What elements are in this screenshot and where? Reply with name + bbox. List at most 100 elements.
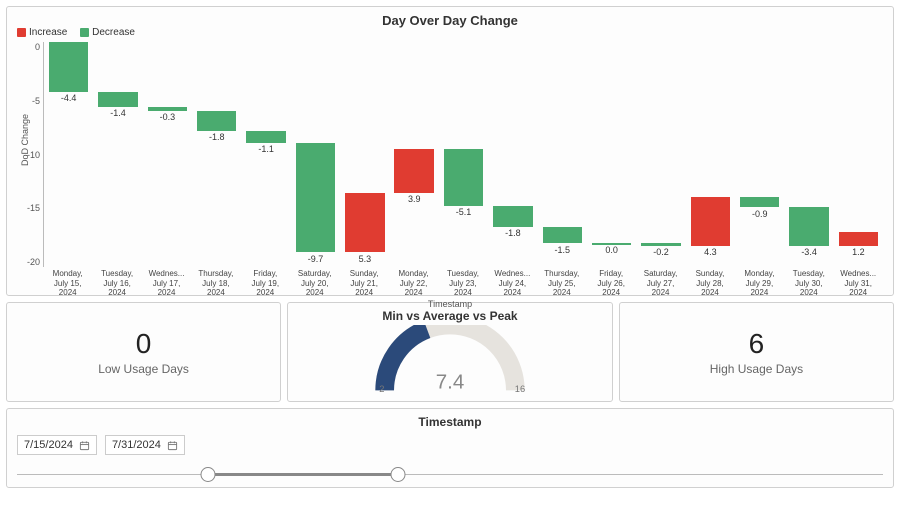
bar[interactable]: [197, 111, 236, 131]
high-usage-card: 6 High Usage Days: [619, 302, 894, 402]
gauge-avg-text: 7.4: [436, 370, 465, 393]
y-tick: -15: [27, 203, 40, 213]
bar[interactable]: [49, 42, 88, 92]
low-usage-value: 0: [136, 328, 152, 360]
x-tick: Monday,July 22,2024: [389, 267, 438, 298]
end-date-text: 7/31/2024: [112, 439, 161, 451]
bar-value-label: -1.4: [93, 108, 142, 118]
gauge-min-text: 2: [379, 384, 384, 394]
x-tick: Wednes...July 17,2024: [142, 267, 191, 298]
x-tick: Sunday,July 21,2024: [339, 267, 388, 298]
bar[interactable]: [543, 227, 582, 244]
legend-increase-swatch: [17, 28, 26, 37]
bar[interactable]: [641, 243, 680, 245]
bar[interactable]: [345, 193, 384, 253]
x-tick: Monday,July 29,2024: [735, 267, 784, 298]
gauge-fill: [385, 329, 427, 390]
x-axis: Monday,July 15,2024Tuesday,July 16,2024W…: [43, 267, 883, 298]
x-axis-label: Timestamp: [17, 299, 883, 309]
y-axis-label: DoD Change: [20, 113, 30, 165]
slider-handle-end[interactable]: [391, 467, 406, 482]
legend-decrease: Decrease: [80, 27, 135, 38]
bar-value-label: -1.8: [192, 132, 241, 142]
bar[interactable]: [444, 149, 483, 206]
bar[interactable]: [493, 206, 532, 226]
gauge-card: Min vs Average vs Peak 7.4 2 16: [287, 302, 613, 402]
end-date-input[interactable]: 7/31/2024: [105, 435, 185, 455]
bar-column: -4.4: [44, 42, 93, 267]
calendar-icon: [167, 440, 178, 451]
bar-column: -1.1: [241, 42, 290, 267]
waterfall-legend: Increase Decrease: [17, 27, 145, 40]
y-axis: DoD Change 0-5-10-15-20: [17, 42, 43, 267]
bar[interactable]: [98, 92, 137, 108]
bar-column: -1.8: [192, 42, 241, 267]
bar[interactable]: [789, 207, 828, 245]
bar-column: -9.7: [291, 42, 340, 267]
bar[interactable]: [839, 232, 878, 246]
bar-column: 5.3: [340, 42, 389, 267]
y-tick: -5: [32, 96, 40, 106]
bar-value-label: -1.1: [241, 144, 290, 154]
plot: -4.4-1.4-0.3-1.8-1.1-9.75.33.9-5.1-1.8-1…: [43, 42, 883, 267]
x-tick: Wednes...July 31,2024: [834, 267, 883, 298]
gauge-title: Min vs Average vs Peak: [382, 309, 517, 323]
x-tick: Tuesday,July 30,2024: [784, 267, 833, 298]
legend-increase-label: Increase: [29, 27, 67, 38]
bar-value-label: -0.9: [735, 209, 784, 219]
low-usage-card: 0 Low Usage Days: [6, 302, 281, 402]
bar[interactable]: [691, 197, 730, 245]
bar-column: -0.3: [143, 42, 192, 267]
calendar-icon: [79, 440, 90, 451]
bar-value-label: -3.4: [784, 247, 833, 257]
bar-column: -0.2: [636, 42, 685, 267]
y-tick: -20: [27, 257, 40, 267]
date-slider[interactable]: [17, 465, 883, 485]
date-inputs-row: 7/15/2024 7/31/2024: [17, 435, 883, 455]
bar[interactable]: [296, 143, 335, 252]
bar[interactable]: [394, 149, 433, 193]
legend-decrease-swatch: [80, 28, 89, 37]
bar-value-label: -1.8: [488, 228, 537, 238]
x-tick: Tuesday,July 16,2024: [92, 267, 141, 298]
bar[interactable]: [740, 197, 779, 207]
timestamp-title: Timestamp: [17, 415, 883, 429]
bar-value-label: -0.3: [143, 112, 192, 122]
bar-value-label: -5.1: [439, 207, 488, 217]
bar-value-label: 5.3: [340, 254, 389, 264]
legend-increase: Increase: [17, 27, 67, 38]
slider-track: [17, 474, 883, 475]
high-usage-value: 6: [749, 328, 765, 360]
x-tick: Monday,July 15,2024: [43, 267, 92, 298]
bar-value-label: -4.4: [44, 93, 93, 103]
bar-column: 3.9: [390, 42, 439, 267]
bar-value-label: 3.9: [390, 194, 439, 204]
waterfall-title: Day Over Day Change: [17, 13, 883, 28]
waterfall-card: Day Over Day Change Increase Decrease Do…: [6, 6, 894, 296]
bar-value-label: -1.5: [538, 245, 587, 255]
x-tick: Wednes...July 24,2024: [488, 267, 537, 298]
x-tick: Friday,July 19,2024: [241, 267, 290, 298]
bar[interactable]: [148, 107, 187, 110]
bar-value-label: 4.3: [686, 247, 735, 257]
slider-fill: [208, 473, 399, 476]
bar-value-label: -0.2: [636, 247, 685, 257]
gauge-max-text: 16: [515, 384, 525, 394]
y-tick: 0: [35, 42, 40, 52]
waterfall-plot-area: DoD Change 0-5-10-15-20 -4.4-1.4-0.3-1.8…: [17, 42, 883, 267]
bar-column: 4.3: [686, 42, 735, 267]
bar-column: -5.1: [439, 42, 488, 267]
x-tick: Friday,July 26,2024: [586, 267, 635, 298]
high-usage-label: High Usage Days: [710, 362, 803, 376]
x-tick: Sunday,July 28,2024: [685, 267, 734, 298]
slider-handle-start[interactable]: [200, 467, 215, 482]
gauge-svg: 7.4 2 16: [345, 325, 555, 395]
start-date-text: 7/15/2024: [24, 439, 73, 451]
bar-value-label: 1.2: [834, 247, 883, 257]
bar-column: 0.0: [587, 42, 636, 267]
start-date-input[interactable]: 7/15/2024: [17, 435, 97, 455]
legend-decrease-label: Decrease: [92, 27, 135, 38]
bar-value-label: 0.0: [587, 245, 636, 255]
bar[interactable]: [246, 131, 285, 143]
low-usage-label: Low Usage Days: [98, 362, 189, 376]
